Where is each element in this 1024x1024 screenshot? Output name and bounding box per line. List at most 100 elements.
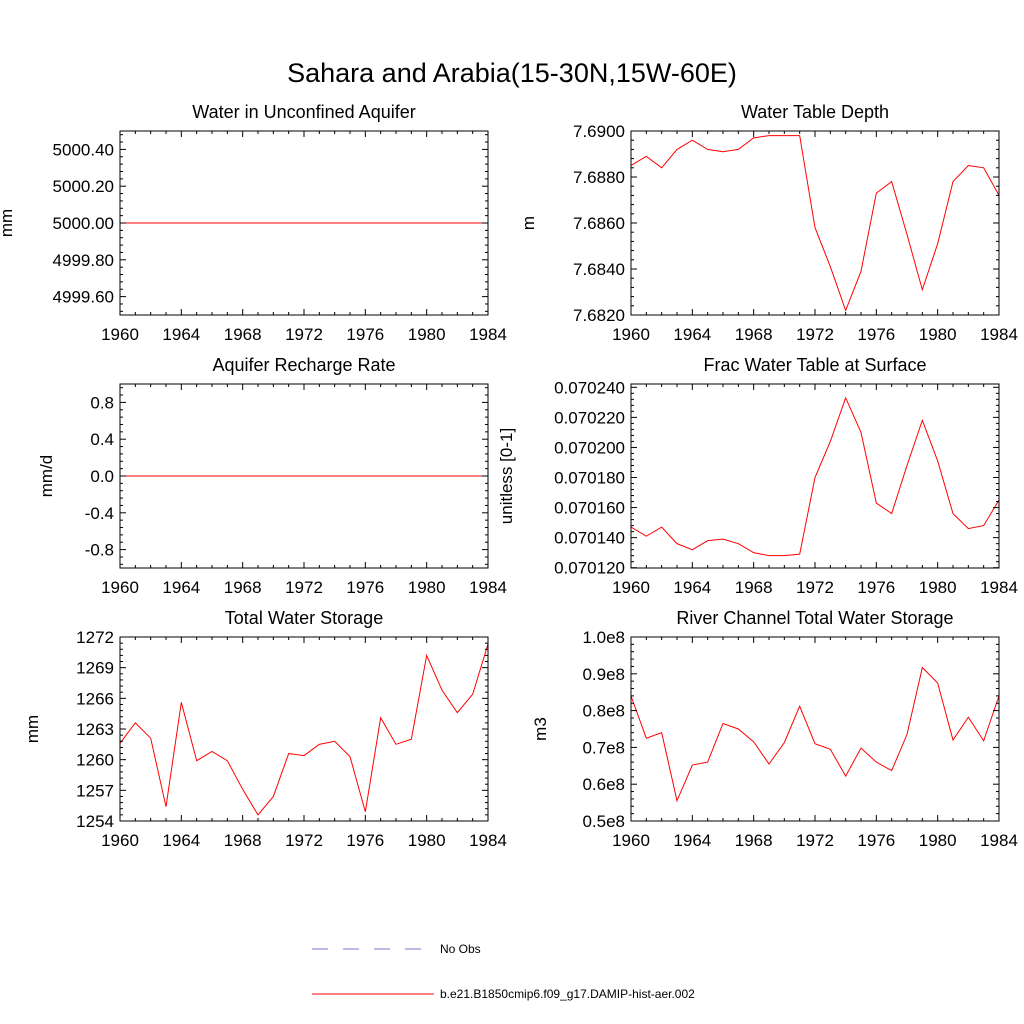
y-tick-label: 0.4	[90, 430, 114, 449]
y-tick-label: 7.6900	[573, 122, 625, 141]
y-axis-label: m	[519, 216, 538, 230]
x-tick-label: 1972	[796, 578, 834, 597]
x-tick-label: 1980	[919, 325, 957, 344]
y-tick-label: 1272	[76, 628, 114, 647]
x-tick-label: 1980	[408, 578, 446, 597]
x-tick-label: 1972	[285, 831, 323, 850]
y-tick-label: 0.5e8	[582, 812, 625, 831]
x-tick-label: 1964	[162, 831, 200, 850]
x-tick-label: 1984	[469, 578, 507, 597]
x-tick-label: 1968	[735, 578, 773, 597]
y-tick-label: 0.8e8	[582, 702, 625, 721]
y-axis-label: mm	[0, 209, 16, 237]
y-tick-label: 0.7e8	[582, 738, 625, 757]
x-tick-label: 1964	[673, 325, 711, 344]
x-tick-label: 1972	[285, 325, 323, 344]
y-tick-label: 7.6820	[573, 306, 625, 325]
legend-label-no-obs: No Obs	[440, 942, 481, 956]
y-tick-label: -0.4	[85, 504, 114, 523]
y-tick-label: 1.0e8	[582, 628, 625, 647]
y-tick-label: 0.9e8	[582, 665, 625, 684]
x-tick-label: 1968	[224, 325, 262, 344]
y-tick-label: 1254	[76, 812, 114, 831]
y-tick-label: 4999.80	[53, 251, 114, 270]
panel-title: River Channel Total Water Storage	[676, 608, 953, 628]
figure-title: Sahara and Arabia(15-30N,15W-60E)	[287, 58, 737, 88]
panel-title: Total Water Storage	[225, 608, 383, 628]
y-tick-label: 0.070200	[554, 438, 625, 457]
x-tick-label: 1964	[162, 578, 200, 597]
y-tick-label: 5000.40	[53, 140, 114, 159]
x-tick-label: 1964	[162, 325, 200, 344]
panels: Water in Unconfined Aquifer mm 1960 1964 196…	[0, 102, 1018, 850]
y-tick-label: 7.6840	[573, 260, 625, 279]
x-tick-label: 1964	[673, 831, 711, 850]
panel-4: Frac Water Table at Surface unitless [0-1…	[497, 355, 1018, 597]
y-tick-label: 0.070120	[554, 559, 625, 578]
panel-6: River Channel Total Water Storage m3 1960 1…	[531, 608, 1018, 850]
x-tick-label: 1972	[796, 325, 834, 344]
y-tick-label: 1263	[76, 720, 114, 739]
panel-1: Water in Unconfined Aquifer mm 1960 1964 196…	[0, 102, 507, 344]
y-tick-label: 0.070180	[554, 469, 625, 488]
x-tick-label: 1968	[224, 578, 262, 597]
x-tick-label: 1960	[612, 325, 650, 344]
x-tick-label: 1968	[735, 831, 773, 850]
y-tick-label: 4999.60	[53, 288, 114, 307]
x-tick-label: 1984	[980, 578, 1018, 597]
y-tick-label: 0.6e8	[582, 775, 625, 794]
x-tick-label: 1976	[857, 325, 895, 344]
x-tick-label: 1980	[408, 831, 446, 850]
y-tick-label: 0.8	[90, 393, 114, 412]
x-tick-label: 1984	[469, 325, 507, 344]
x-tick-label: 1960	[101, 831, 139, 850]
x-tick-label: 1980	[919, 831, 957, 850]
x-tick-label: 1968	[224, 831, 262, 850]
panel-5: Total Water Storage mm 1960 1964 1968 1972 197…	[23, 608, 507, 850]
x-tick-label: 1976	[857, 831, 895, 850]
y-tick-label: 0.070220	[554, 408, 625, 427]
series-line	[630, 135, 1000, 312]
y-axis-label: mm	[23, 715, 42, 743]
x-tick-label: 1960	[101, 325, 139, 344]
y-tick-label: 0.070240	[554, 378, 625, 397]
x-tick-label: 1976	[857, 578, 895, 597]
y-tick-label: 7.6880	[573, 168, 625, 187]
y-tick-label: -0.8	[85, 541, 114, 560]
panel-3: Aquifer Recharge Rate mm/d 1960 1964 1968 197…	[37, 355, 507, 597]
y-tick-label: 5000.20	[53, 177, 114, 196]
legend-label-model: b.e21.B1850cmip6.f09_g17.DAMIP-hist-aer.…	[440, 987, 695, 1001]
series-line	[630, 396, 1000, 557]
x-tick-label: 1960	[612, 578, 650, 597]
series-line	[630, 666, 1000, 803]
plot-frame	[630, 636, 1000, 822]
y-axis-label: m3	[531, 717, 550, 741]
legend: No Obs b.e21.B1850cmip6.f09_g17.DAMIP-his…	[312, 942, 695, 1001]
series-line	[119, 644, 489, 816]
y-tick-label: 1266	[76, 689, 114, 708]
x-tick-label: 1980	[408, 325, 446, 344]
y-tick-label: 0.070140	[554, 529, 625, 548]
x-tick-label: 1972	[285, 578, 323, 597]
panel-2: Water Table Depth m 1960 1964 1968 1972 1976 19…	[519, 102, 1018, 344]
y-tick-label: 7.6860	[573, 214, 625, 233]
y-tick-label: 0.0	[90, 467, 114, 486]
x-tick-label: 1960	[101, 578, 139, 597]
y-tick-label: 1269	[76, 659, 114, 678]
panel-title: Water Table Depth	[741, 102, 889, 122]
x-tick-label: 1964	[673, 578, 711, 597]
panel-title: Frac Water Table at Surface	[703, 355, 926, 375]
x-tick-label: 1980	[919, 578, 957, 597]
plot-frame	[119, 636, 489, 822]
panel-title: Water in Unconfined Aquifer	[192, 102, 415, 122]
x-tick-label: 1976	[346, 831, 384, 850]
x-tick-label: 1960	[612, 831, 650, 850]
plot-frame	[630, 130, 1000, 316]
x-tick-label: 1976	[346, 578, 384, 597]
x-tick-label: 1984	[980, 325, 1018, 344]
x-tick-label: 1984	[469, 831, 507, 850]
panel-title: Aquifer Recharge Rate	[212, 355, 395, 375]
y-tick-label: 1257	[76, 781, 114, 800]
x-tick-label: 1968	[735, 325, 773, 344]
